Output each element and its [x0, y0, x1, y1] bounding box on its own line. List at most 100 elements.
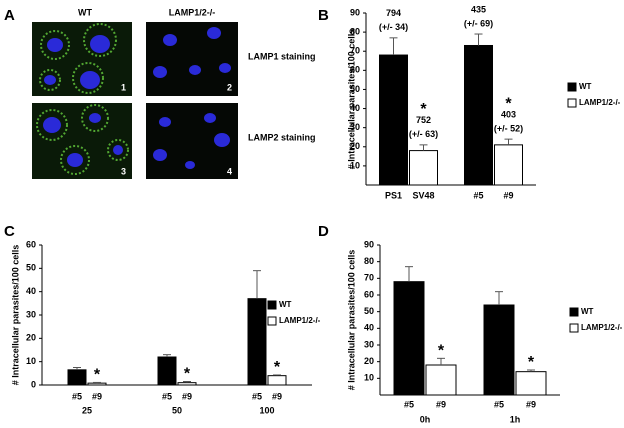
error-bar: [527, 369, 535, 372]
y-tick-label: 70: [364, 273, 374, 283]
y-tick-label: 0: [31, 379, 36, 389]
bar: [379, 54, 408, 186]
legend-label: WT: [279, 300, 292, 309]
y-tick-label: 30: [364, 339, 374, 349]
y-tick-label: 50: [26, 263, 36, 273]
error-bar: [183, 381, 191, 383]
bar: [393, 281, 425, 396]
y-tick-label: 30: [350, 122, 360, 132]
group-label: 0h: [420, 414, 431, 424]
error-bar: [474, 33, 483, 46]
micrograph: 4: [146, 103, 238, 179]
image-number: 3: [121, 166, 126, 176]
y-tick-label: 90: [350, 7, 360, 17]
bar-annotation: 403: [501, 110, 516, 120]
bar: [177, 382, 197, 386]
panel-label: B: [318, 7, 329, 24]
legend-swatch: [567, 82, 577, 92]
panel-label: C: [4, 223, 15, 240]
image-number: 1: [121, 82, 126, 92]
x-tick-label: #9: [182, 391, 192, 401]
y-axis-label: # Intracellular parasites/100 cells: [346, 250, 356, 391]
significance-marker: *: [274, 359, 281, 376]
bar: [425, 364, 457, 396]
significance-marker: *: [528, 354, 535, 371]
error-bar: [273, 374, 281, 376]
column-label: WT: [78, 7, 92, 17]
x-tick-label: #9: [526, 399, 536, 409]
error-bar: [253, 270, 261, 299]
y-tick-label: 60: [364, 289, 374, 299]
column-label: LAMP1/2-/-: [169, 7, 216, 17]
y-tick-label: 20: [350, 141, 360, 151]
image-number: 4: [227, 166, 232, 176]
legend-label: WT: [581, 307, 594, 316]
y-tick-label: 40: [350, 103, 360, 113]
legend-swatch: [567, 98, 577, 108]
error-bar: [504, 138, 513, 145]
bar-annotation: (+/- 63): [409, 129, 438, 139]
legend-label: LAMP1/2-/-: [579, 98, 621, 107]
legend-swatch: [267, 316, 277, 326]
legend-label: LAMP1/2-/-: [581, 323, 623, 332]
bar-annotation: (+/- 69): [464, 18, 493, 28]
x-tick-label: #9: [272, 391, 282, 401]
y-tick-label: 10: [364, 373, 374, 383]
bar: [157, 356, 177, 386]
y-tick-label: 40: [26, 286, 36, 296]
micrograph: 3: [32, 103, 132, 179]
error-bar: [419, 144, 428, 151]
y-tick-label: 50: [364, 306, 374, 316]
legend-swatch: [569, 307, 579, 317]
x-tick-label: #9: [503, 190, 513, 200]
y-tick-label: 40: [364, 323, 374, 333]
legend-swatch: [569, 323, 579, 333]
x-tick-label: #5: [162, 391, 172, 401]
bar: [494, 144, 523, 186]
panel-label: A: [4, 7, 15, 24]
y-tick-label: 30: [26, 309, 36, 319]
y-tick-label: 50: [350, 84, 360, 94]
y-tick-label: 70: [350, 46, 360, 56]
x-tick-label: #5: [72, 391, 82, 401]
x-tick-label: #9: [92, 391, 102, 401]
significance-marker: *: [505, 95, 512, 112]
y-tick-label: 60: [350, 65, 360, 75]
bar: [247, 298, 267, 386]
error-bar: [437, 357, 445, 365]
significance-marker: *: [94, 367, 101, 384]
error-bar: [389, 37, 398, 56]
error-bar: [163, 354, 171, 357]
y-tick-label: 90: [364, 239, 374, 249]
group-label: 1h: [510, 414, 521, 424]
error-bar: [93, 381, 101, 384]
bar: [464, 44, 493, 186]
error-bar: [495, 291, 503, 305]
significance-marker: *: [438, 343, 445, 360]
y-tick-label: 80: [364, 256, 374, 266]
y-axis-label: # Intracellular parasites/100 cells: [346, 29, 356, 170]
y-axis-label: # Intracellular parasites/100 cells: [10, 245, 20, 386]
y-tick-label: 20: [26, 333, 36, 343]
legend-label: WT: [579, 82, 592, 91]
x-tick-label: SV48: [412, 190, 434, 200]
y-tick-label: 80: [350, 26, 360, 36]
bar: [515, 371, 547, 396]
bar: [409, 150, 438, 186]
bar-annotation: 435: [471, 4, 486, 14]
legend-label: LAMP1/2-/-: [279, 316, 321, 325]
y-tick-label: 10: [350, 160, 360, 170]
panel-label: D: [318, 223, 329, 240]
bar-annotation: (+/- 52): [494, 124, 523, 134]
y-tick-label: 10: [26, 356, 36, 366]
bar: [267, 375, 287, 386]
micrograph: 2: [146, 22, 238, 96]
error-bar: [405, 266, 413, 282]
micrograph: 1: [32, 22, 132, 96]
legend-swatch: [267, 300, 277, 310]
bar-annotation: 752: [416, 115, 431, 125]
bar-annotation: (+/- 34): [379, 22, 408, 32]
x-tick-label: #5: [494, 399, 504, 409]
